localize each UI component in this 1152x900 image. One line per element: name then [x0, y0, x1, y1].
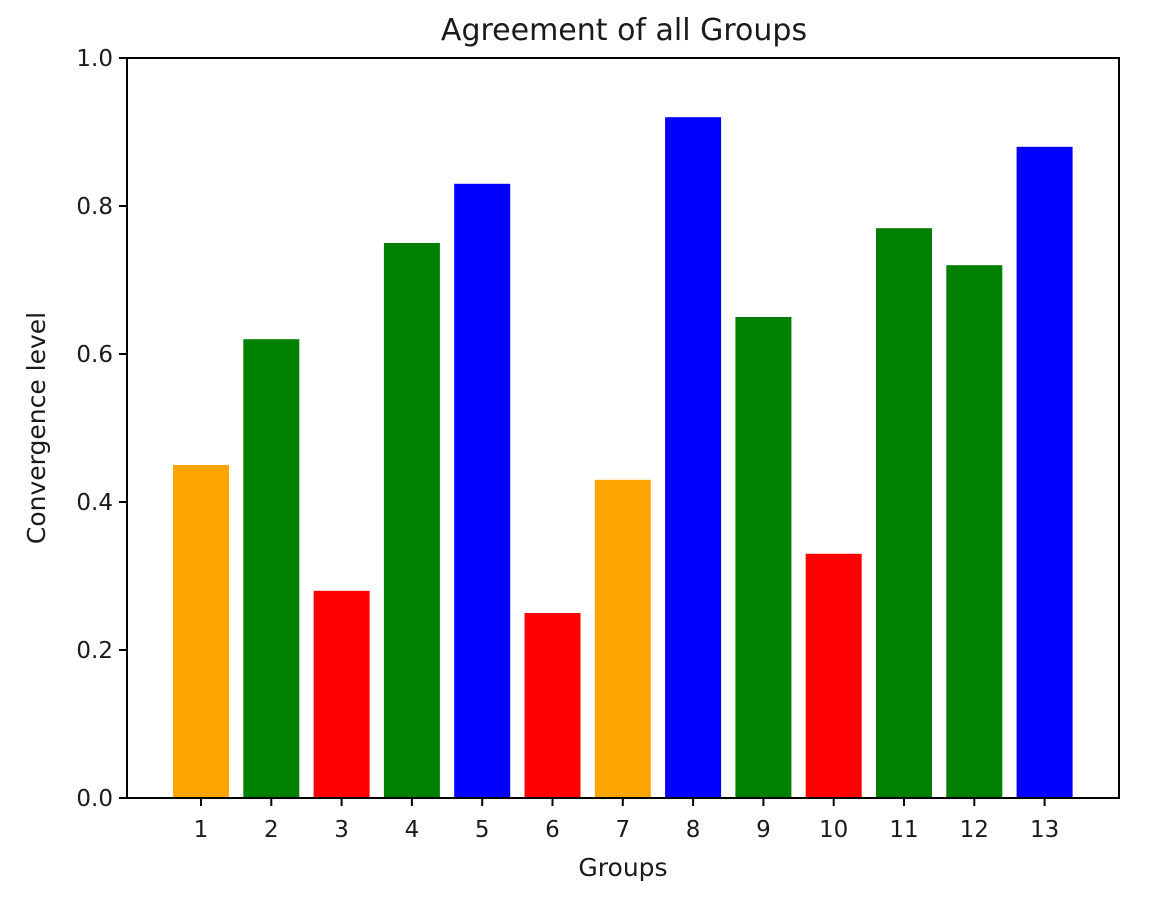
bar-group-3: [313, 590, 370, 798]
y-tick-label: 0.2: [76, 638, 113, 664]
x-tick-label: 10: [819, 817, 848, 843]
y-tick-label: 1.0: [76, 46, 113, 72]
bar-group-8: [665, 117, 722, 798]
y-tick-label: 0.0: [76, 786, 113, 812]
bar-group-12: [946, 265, 1003, 798]
bar-group-1: [173, 465, 229, 798]
x-tick-label: 3: [334, 817, 349, 843]
bar-group-6: [524, 613, 581, 798]
y-tick-label: 0.8: [76, 194, 113, 220]
x-tick-label: 2: [264, 817, 279, 843]
y-tick-label: 0.6: [76, 342, 113, 368]
x-tick-label: 6: [545, 817, 560, 843]
y-tick-label: 0.4: [76, 490, 113, 516]
bars-group: [173, 117, 1073, 799]
y-axis-label: Convergence level: [22, 312, 51, 544]
bar-group-13: [1016, 146, 1073, 799]
bar-group-5: [454, 183, 511, 799]
x-tick-label: 5: [475, 817, 490, 843]
x-tick-label: 9: [756, 817, 771, 843]
plot-frame: [126, 57, 1120, 799]
bar-group-10: [805, 553, 862, 798]
x-tick-label: 12: [960, 817, 989, 843]
x-tick-label: 7: [615, 817, 630, 843]
x-axis: 1 2 3 4 5 6 7 8 9 10 11 12 13: [194, 798, 1059, 843]
y-axis: 0.0 0.2 0.4 0.6 0.8 1.0: [76, 46, 127, 812]
chart-title: Agreement of all Groups: [441, 13, 807, 48]
x-axis-label: Groups: [578, 853, 667, 882]
bar-group-2: [243, 339, 300, 798]
x-tick-label: 4: [405, 817, 420, 843]
bar-group-9: [735, 317, 792, 798]
bar-group-11: [876, 228, 932, 798]
bar-group-4: [383, 243, 440, 798]
x-tick-label: 1: [194, 817, 209, 843]
x-tick-label: 8: [686, 817, 701, 843]
x-tick-label: 11: [889, 817, 918, 843]
x-tick-label: 13: [1030, 817, 1059, 843]
bar-group-7: [594, 479, 651, 798]
